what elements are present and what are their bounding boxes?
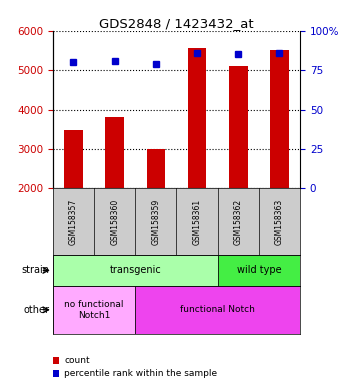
- Text: other: other: [24, 305, 49, 315]
- Bar: [53, 286, 135, 334]
- Text: wild type: wild type: [237, 265, 281, 275]
- Bar: [64, 130, 83, 189]
- Text: functional Notch: functional Notch: [180, 305, 255, 314]
- Text: GSM158357: GSM158357: [69, 199, 78, 245]
- Title: GDS2848 / 1423432_at: GDS2848 / 1423432_at: [99, 17, 254, 30]
- Bar: [229, 66, 248, 189]
- Text: no functional
Notch1: no functional Notch1: [64, 300, 124, 319]
- Text: GSM158362: GSM158362: [234, 199, 243, 245]
- Text: GSM158361: GSM158361: [193, 199, 202, 245]
- Bar: [53, 255, 218, 286]
- Text: GSM158360: GSM158360: [110, 199, 119, 245]
- Text: GSM158363: GSM158363: [275, 199, 284, 245]
- Text: GSM158359: GSM158359: [151, 199, 160, 245]
- Bar: [105, 117, 124, 189]
- Bar: [270, 50, 289, 189]
- Text: strain: strain: [21, 265, 49, 275]
- Text: transgenic: transgenic: [109, 265, 161, 275]
- Bar: [135, 286, 300, 334]
- Bar: [147, 149, 165, 189]
- Bar: [218, 255, 300, 286]
- Bar: [188, 48, 206, 189]
- Text: percentile rank within the sample: percentile rank within the sample: [64, 369, 217, 378]
- Text: count: count: [64, 356, 90, 365]
